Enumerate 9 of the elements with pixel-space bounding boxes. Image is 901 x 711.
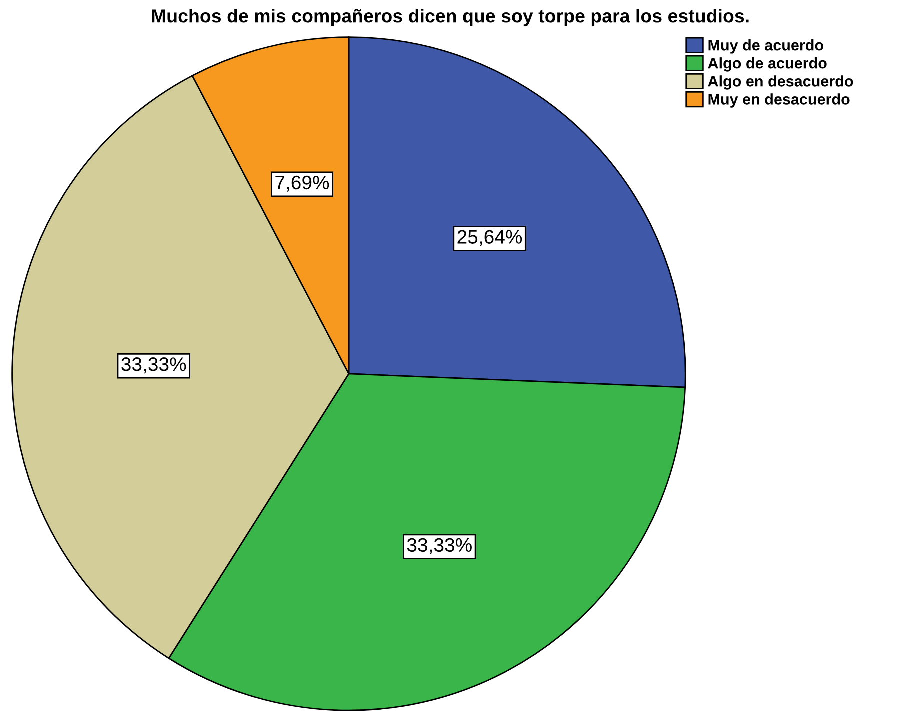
legend-label: Algo en desacuerdo [708,76,854,90]
legend-label: Algo de acuerdo [708,58,827,72]
legend-label: Muy en desacuerdo [708,94,850,108]
data-label: 25,64% [458,230,522,246]
data-label: 7,69% [276,176,330,192]
chart-title: Muchos de mis compañeros dicen que soy torpe para los estudios. [152,9,749,27]
data-label: 33,33% [407,538,472,554]
legend-label: Muy de acuerdo [708,40,824,54]
data-label: 33,33% [122,358,186,374]
